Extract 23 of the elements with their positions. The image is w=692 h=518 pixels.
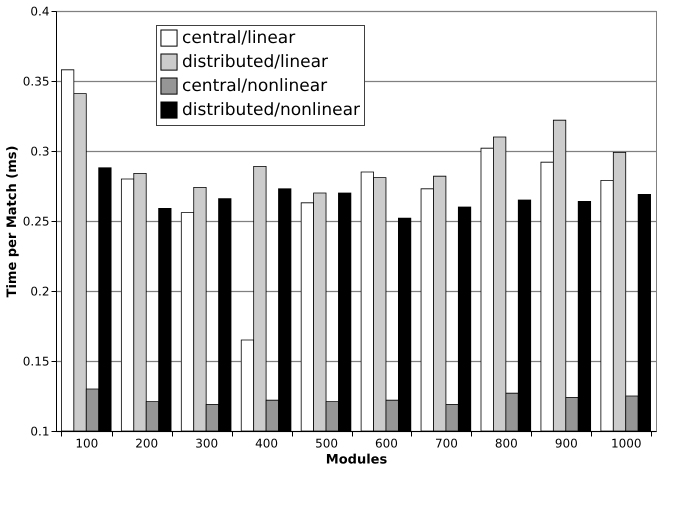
x-tick-label: 800 [494, 436, 518, 450]
x-tick-label: 200 [135, 436, 158, 450]
y-tick-label: 0.1 [30, 424, 50, 438]
x-tick-label: 500 [315, 436, 338, 450]
y-tick-label: 0.4 [30, 4, 50, 18]
x-tick-label: 1000 [610, 436, 642, 450]
legend-label: distributed/linear [182, 52, 328, 72]
x-axis-title: Modules [326, 452, 388, 468]
x-tick-label: 400 [255, 436, 278, 450]
y-tick-label: 0.2 [30, 284, 50, 298]
x-tick-label: 100 [75, 436, 98, 450]
legend-label: central/linear [182, 28, 296, 48]
legend-label: central/nonlinear [182, 76, 328, 96]
y-tick-label: 0.3 [30, 144, 50, 158]
y-axis-title: Time per Match (ms) [4, 146, 20, 298]
y-tick-label: 0.35 [22, 74, 50, 88]
x-tick-label: 900 [554, 436, 578, 450]
x-tick-label: 300 [195, 436, 218, 450]
y-tick-label: 0.25 [22, 214, 50, 228]
y-tick-label: 0.15 [22, 354, 50, 368]
x-tick-label: 600 [375, 436, 398, 450]
legend-label: distributed/nonlinear [182, 100, 360, 120]
x-tick-label: 700 [434, 436, 458, 450]
